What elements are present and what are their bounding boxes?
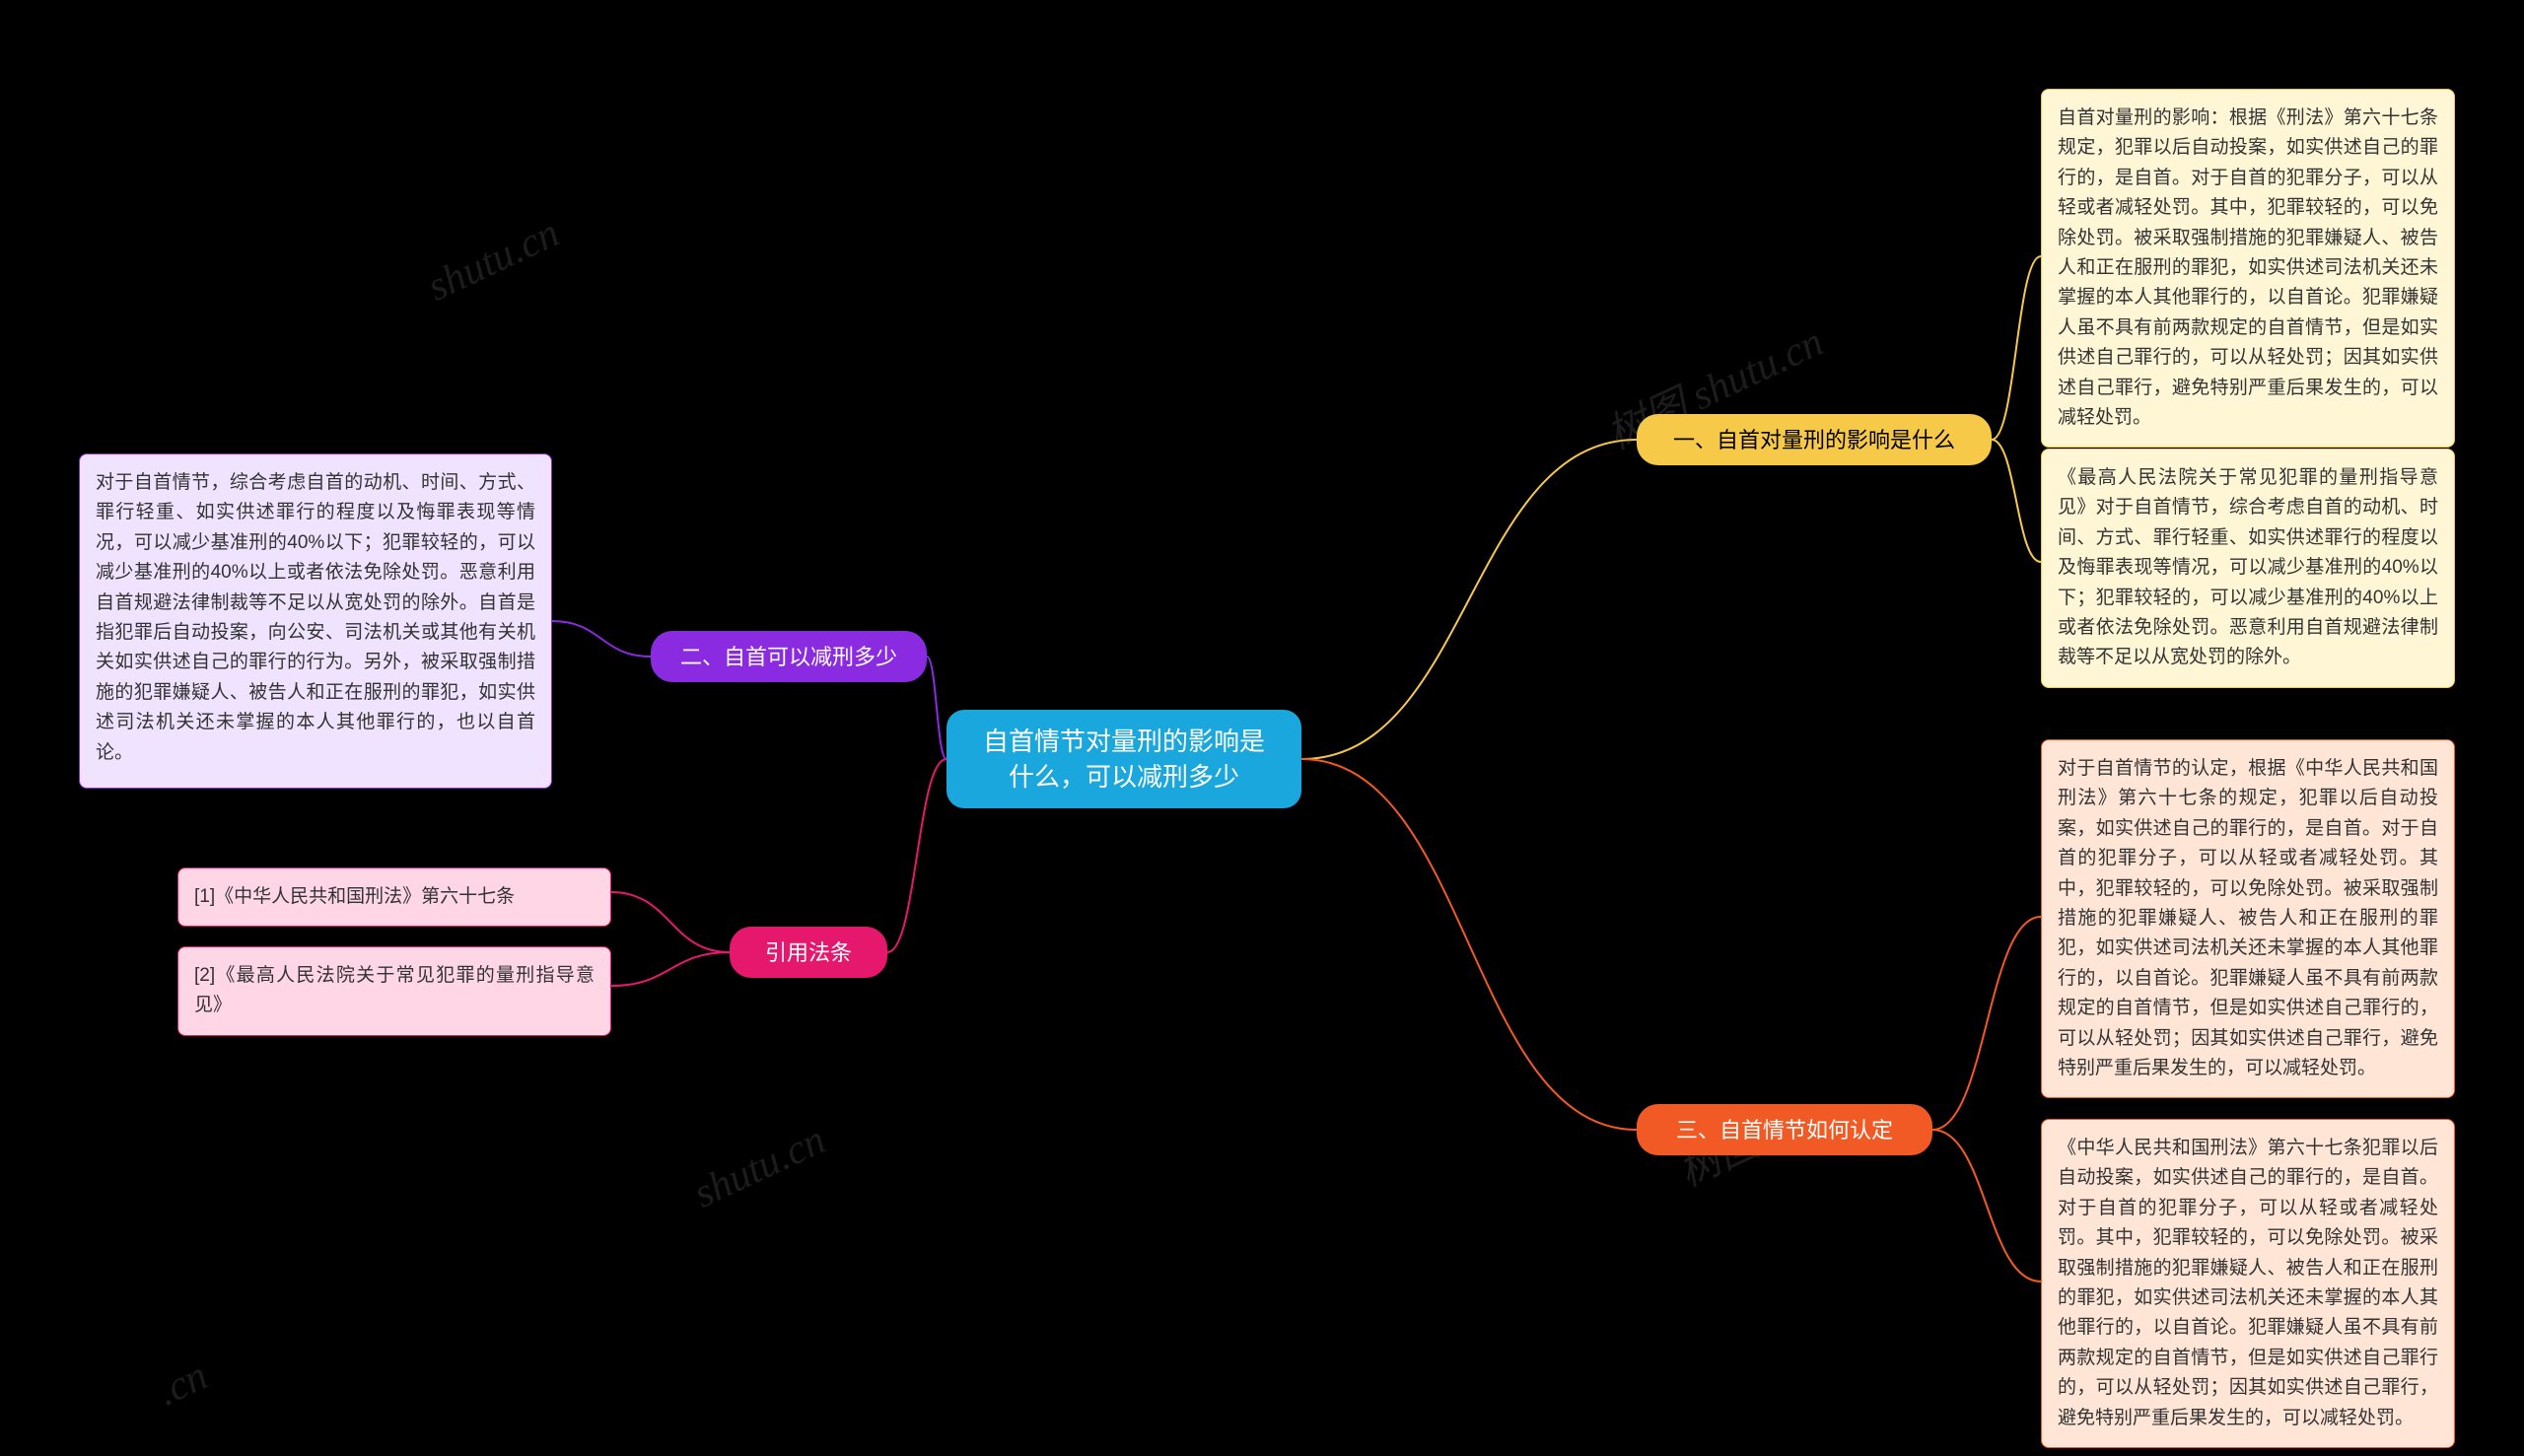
- edge: [1301, 759, 1637, 1130]
- edge: [1301, 440, 1637, 759]
- leaf-b4-1[interactable]: [2]《最高人民法院关于常见犯罪的量刑指导意见》: [177, 946, 611, 1036]
- watermark-text: .cn: [150, 1352, 215, 1417]
- branch-node-b3[interactable]: 三、自首情节如何认定: [1637, 1104, 1932, 1155]
- leaf-b4-0[interactable]: [1]《中华人民共和国刑法》第六十七条: [177, 867, 611, 927]
- watermark-text: shutu.cn: [420, 209, 566, 311]
- branch-node-b4[interactable]: 引用法条: [730, 927, 887, 978]
- leaf-b1-1[interactable]: 《最高人民法院关于常见犯罪的量刑指导意见》对于自首情节，综合考虑自首的动机、时间…: [2041, 449, 2455, 688]
- edge: [552, 621, 651, 657]
- edge: [887, 759, 946, 952]
- edge: [1992, 256, 2041, 440]
- watermark-text: shutu.cn: [686, 1116, 832, 1217]
- leaf-b3-0[interactable]: 对于自首情节的认定，根据《中华人民共和国刑法》第六十七条的规定，犯罪以后自动投案…: [2041, 739, 2455, 1098]
- leaf-b3-1[interactable]: 《中华人民共和国刑法》第六十七条犯罪以后自动投案，如实供述自己的罪行的，是自首。…: [2041, 1119, 2455, 1448]
- edge: [611, 892, 730, 952]
- edge: [1932, 1130, 2041, 1282]
- leaf-b2-0[interactable]: 对于自首情节，综合考虑自首的动机、时间、方式、罪行轻重、如实供述罪行的程度以及悔…: [79, 453, 552, 789]
- leaf-b1-0[interactable]: 自首对量刑的影响：根据《刑法》第六十七条规定，犯罪以后自动投案，如实供述自己的罪…: [2041, 89, 2455, 448]
- center-node[interactable]: 自首情节对量刑的影响是 什么，可以减刑多少: [946, 710, 1301, 808]
- edge: [1992, 440, 2041, 562]
- branch-node-b2[interactable]: 二、自首可以减刑多少: [651, 631, 927, 682]
- branch-node-b1[interactable]: 一、自首对量刑的影响是什么: [1637, 414, 1992, 465]
- mindmap-canvas: shutu.cn树图 shutu.cnshutu.cn.cn树图 自首情节对量刑…: [0, 0, 2524, 1456]
- edge: [927, 657, 946, 759]
- edge: [1932, 917, 2041, 1130]
- edge: [611, 952, 730, 986]
